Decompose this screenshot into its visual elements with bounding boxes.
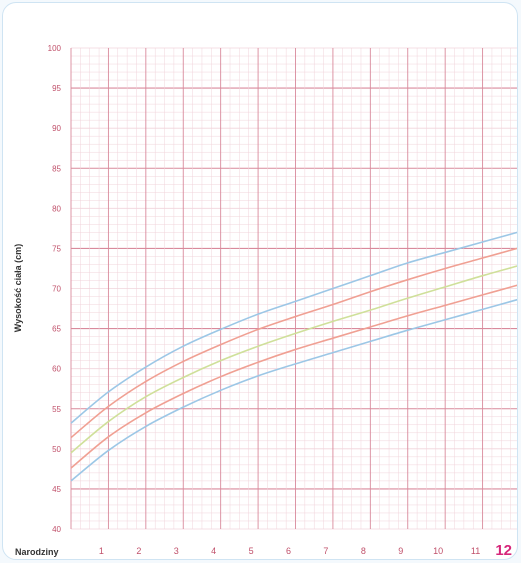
- y-tick-label: 75: [52, 244, 61, 253]
- y-tick-label: 40: [52, 525, 61, 534]
- x-tick-labels: Narodziny 1 2 3 4 5 6 7 8 9 10 11 12: [15, 542, 512, 559]
- x-tick-label: 8: [361, 546, 366, 556]
- x-tick-label: 4: [211, 546, 216, 556]
- x-tick-label: 6: [286, 546, 291, 556]
- y-tick-labels: 40 45 50 55 60 65 70 75 80 85 90 95 100: [48, 44, 62, 534]
- x-tick-label: 12: [495, 542, 512, 559]
- y-tick-label: 85: [52, 164, 61, 173]
- y-tick-label: 80: [52, 204, 61, 213]
- series-lines: [70, 231, 517, 482]
- y-axis-label: Wysokość ciała (cm): [13, 244, 23, 332]
- grid: [70, 47, 517, 530]
- y-tick-label: 100: [48, 44, 62, 53]
- x-tick-label: 1: [99, 546, 104, 556]
- x-tick-label: 5: [249, 546, 254, 556]
- series-line-1: [70, 231, 517, 424]
- x-tick-label: 2: [136, 546, 141, 556]
- y-tick-label: 65: [52, 325, 61, 334]
- series-line-5: [70, 298, 517, 482]
- x-tick-label: 7: [323, 546, 328, 556]
- y-tick-label: 70: [52, 285, 61, 294]
- y-tick-label: 45: [52, 485, 61, 494]
- y-tick-label: 55: [52, 405, 61, 414]
- y-tick-label: 90: [52, 124, 61, 133]
- x-tick-label: 11: [471, 546, 480, 556]
- x-tick-label: Narodziny: [15, 547, 59, 557]
- series-line-4: [70, 284, 517, 469]
- y-tick-label: 50: [52, 445, 61, 454]
- x-tick-label: 10: [433, 546, 443, 556]
- x-tick-label: 9: [398, 546, 403, 556]
- series-line-2: [70, 247, 517, 439]
- series-line-3: [70, 265, 517, 454]
- y-tick-label: 95: [52, 84, 61, 93]
- x-tick-label: 3: [174, 546, 179, 556]
- y-tick-label: 60: [52, 365, 61, 374]
